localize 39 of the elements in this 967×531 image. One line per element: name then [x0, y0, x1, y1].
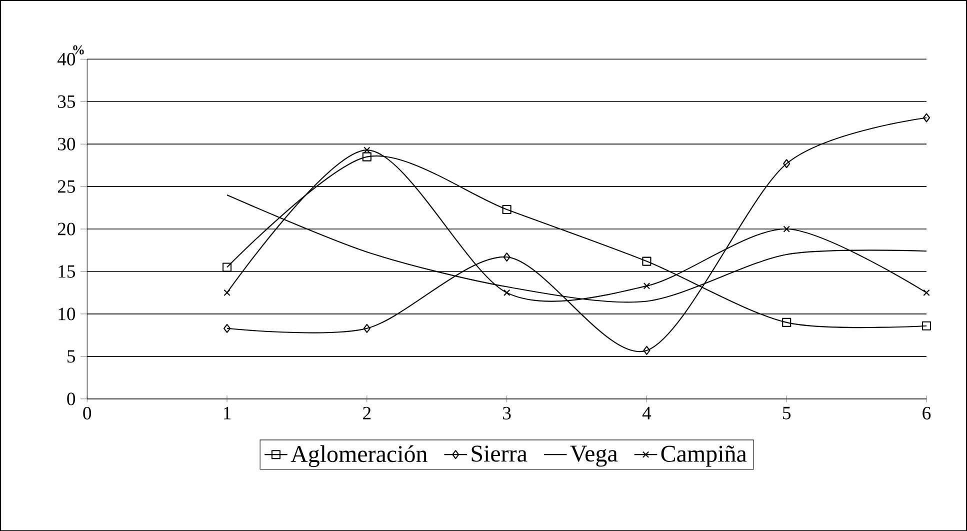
- point: [224, 289, 230, 296]
- y-axis-title: %: [73, 45, 84, 54]
- point: [364, 146, 370, 154]
- point: [223, 324, 231, 333]
- point: [222, 262, 232, 272]
- legend-label: Campiña: [661, 445, 747, 467]
- y-tick-label: 25: [58, 180, 76, 193]
- y-tick-label: 35: [58, 95, 76, 108]
- x-tick-label: 3: [503, 406, 511, 420]
- point: [782, 318, 792, 327]
- point: [643, 346, 650, 355]
- point: [362, 152, 372, 162]
- x-tick-label: 0: [83, 406, 92, 420]
- y-tick-label: 5: [68, 350, 76, 362]
- point: [642, 256, 652, 266]
- x-tick-label: 4: [642, 406, 652, 420]
- y-tick-label: 20: [58, 222, 76, 236]
- point: [922, 321, 932, 330]
- x-tick-label: 5: [783, 406, 791, 420]
- y-tick-label: 40: [57, 52, 76, 66]
- y-tick-label: 10: [58, 308, 76, 320]
- y-tick-label: 15: [58, 265, 76, 278]
- point: [643, 282, 650, 290]
- x-tick-label: 6: [922, 406, 931, 420]
- point: [503, 289, 510, 296]
- y-tick-label: 30: [58, 138, 76, 150]
- point: [502, 204, 512, 214]
- point: [923, 289, 930, 296]
- point: [783, 226, 790, 232]
- legend-label: Sierra: [472, 446, 528, 462]
- legend-label: Vega: [570, 446, 618, 466]
- x-tick-label: 2: [363, 406, 371, 420]
- point: [783, 158, 790, 168]
- legend-label: Aglomeración: [290, 445, 428, 467]
- point: [363, 324, 370, 333]
- y-tick-label: 0: [67, 392, 76, 406]
- point: [922, 113, 930, 122]
- x-tick-label: 1: [224, 406, 231, 420]
- point: [503, 252, 510, 262]
